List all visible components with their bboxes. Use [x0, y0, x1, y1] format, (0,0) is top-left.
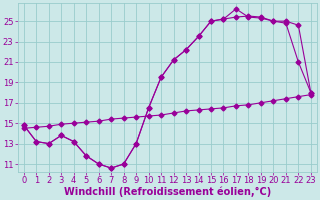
X-axis label: Windchill (Refroidissement éolien,°C): Windchill (Refroidissement éolien,°C) — [64, 187, 271, 197]
